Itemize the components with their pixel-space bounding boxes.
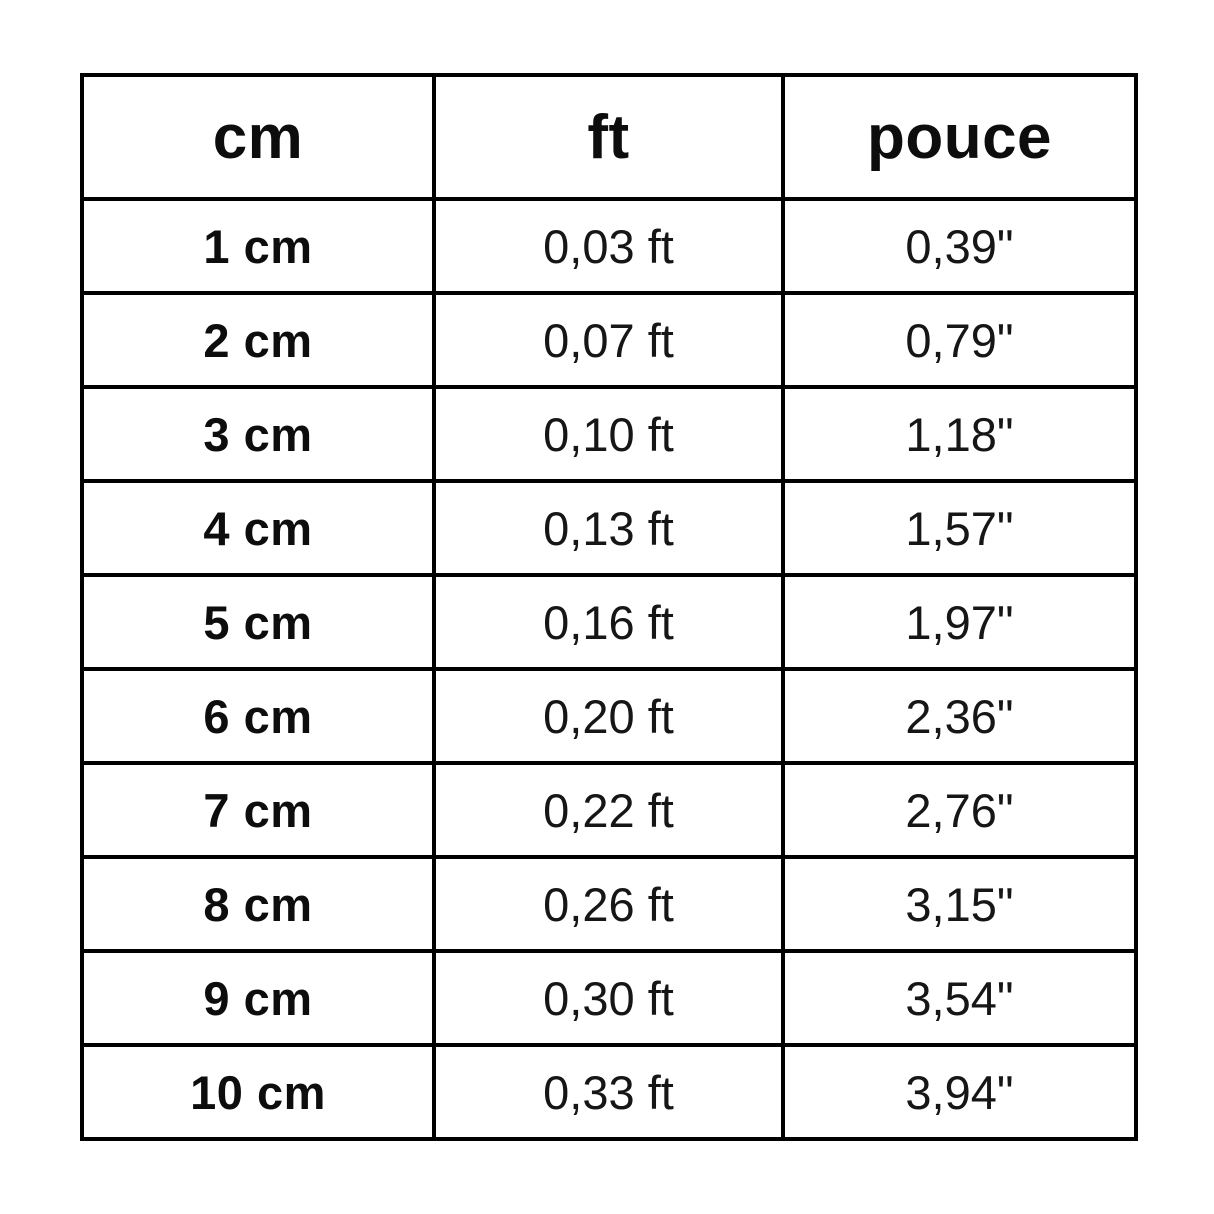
header-pouce: pouce (781, 73, 1138, 201)
table-row: 8 cm 0,26 ft 3,15" (80, 855, 1138, 953)
table-row: 9 cm 0,30 ft 3,54" (80, 949, 1138, 1047)
cell-cm: 7 cm (80, 761, 436, 859)
cell-pouce: 0,39" (781, 197, 1138, 295)
cell-cm: 8 cm (80, 855, 436, 953)
cell-cm: 4 cm (80, 479, 436, 577)
table-body: 1 cm 0,03 ft 0,39" 2 cm 0,07 ft 0,79" 3 … (80, 197, 1138, 1141)
cell-cm: 2 cm (80, 291, 436, 389)
cell-cm: 6 cm (80, 667, 436, 765)
cell-ft: 0,26 ft (432, 855, 785, 953)
cell-pouce: 3,15" (781, 855, 1138, 953)
table-row: 2 cm 0,07 ft 0,79" (80, 291, 1138, 389)
cell-ft: 0,33 ft (432, 1043, 785, 1141)
header-ft: ft (432, 73, 785, 201)
cell-pouce: 3,94" (781, 1043, 1138, 1141)
cell-ft: 0,10 ft (432, 385, 785, 483)
header-row: cm ft pouce (80, 73, 1138, 201)
cell-ft: 0,22 ft (432, 761, 785, 859)
table-row: 6 cm 0,20 ft 2,36" (80, 667, 1138, 765)
cell-pouce: 0,79" (781, 291, 1138, 389)
cell-pouce: 2,36" (781, 667, 1138, 765)
cell-pouce: 1,97" (781, 573, 1138, 671)
cell-ft: 0,13 ft (432, 479, 785, 577)
cell-pouce: 1,57" (781, 479, 1138, 577)
cell-ft: 0,03 ft (432, 197, 785, 295)
header-cm: cm (80, 73, 436, 201)
cell-ft: 0,20 ft (432, 667, 785, 765)
conversion-table-container: cm ft pouce 1 cm 0,03 ft 0,39" 2 cm 0,07… (80, 73, 1138, 1141)
cell-cm: 10 cm (80, 1043, 436, 1141)
table-row: 3 cm 0,10 ft 1,18" (80, 385, 1138, 483)
cell-pouce: 3,54" (781, 949, 1138, 1047)
cell-cm: 3 cm (80, 385, 436, 483)
cell-cm: 5 cm (80, 573, 436, 671)
table-row: 5 cm 0,16 ft 1,97" (80, 573, 1138, 671)
cell-cm: 1 cm (80, 197, 436, 295)
cell-cm: 9 cm (80, 949, 436, 1047)
cm-ft-pouce-conversion-table: cm ft pouce 1 cm 0,03 ft 0,39" 2 cm 0,07… (80, 73, 1138, 1141)
cell-ft: 0,07 ft (432, 291, 785, 389)
cell-ft: 0,16 ft (432, 573, 785, 671)
table-header: cm ft pouce (80, 73, 1138, 201)
cell-pouce: 2,76" (781, 761, 1138, 859)
table-row: 10 cm 0,33 ft 3,94" (80, 1043, 1138, 1141)
table-row: 7 cm 0,22 ft 2,76" (80, 761, 1138, 859)
cell-pouce: 1,18" (781, 385, 1138, 483)
table-row: 1 cm 0,03 ft 0,39" (80, 197, 1138, 295)
table-row: 4 cm 0,13 ft 1,57" (80, 479, 1138, 577)
cell-ft: 0,30 ft (432, 949, 785, 1047)
